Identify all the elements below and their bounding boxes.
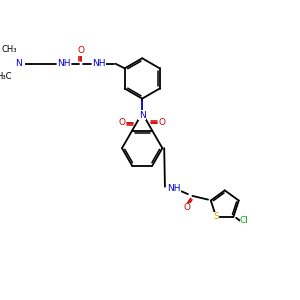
Text: NH: NH bbox=[92, 59, 106, 68]
Text: NH: NH bbox=[167, 184, 181, 193]
Text: O: O bbox=[158, 118, 165, 127]
Text: N: N bbox=[15, 59, 22, 68]
Text: S: S bbox=[213, 212, 219, 221]
Text: Cl: Cl bbox=[240, 216, 249, 225]
Text: H₃C: H₃C bbox=[0, 72, 11, 81]
Text: O: O bbox=[77, 46, 84, 56]
Text: O: O bbox=[183, 203, 190, 212]
Text: CH₃: CH₃ bbox=[2, 46, 17, 55]
Text: O: O bbox=[119, 118, 126, 127]
Text: NH: NH bbox=[57, 59, 71, 68]
Text: N: N bbox=[139, 111, 146, 120]
